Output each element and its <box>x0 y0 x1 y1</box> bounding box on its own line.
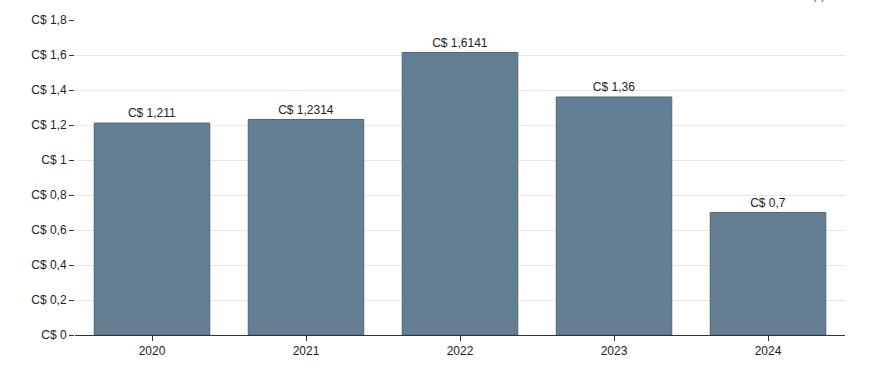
svg-text:2021: 2021 <box>293 344 320 358</box>
svg-text:C$ 0,7: C$ 0,7 <box>750 196 786 210</box>
svg-text:C$ 0,4: C$ 0,4 <box>31 258 67 272</box>
svg-text:C$ 1,36: C$ 1,36 <box>593 80 635 94</box>
svg-text:C$ 1,8: C$ 1,8 <box>31 13 67 27</box>
svg-text:2023: 2023 <box>601 344 628 358</box>
svg-text:C$ 1,211: C$ 1,211 <box>128 106 176 120</box>
svg-text:C$ 1,6: C$ 1,6 <box>31 48 67 62</box>
svg-text:C$ 1: C$ 1 <box>41 153 67 167</box>
svg-text:2024: 2024 <box>755 344 782 358</box>
svg-text:C$ 0: C$ 0 <box>41 328 67 342</box>
svg-text:C$ 1,4: C$ 1,4 <box>31 83 67 97</box>
svg-text:2020: 2020 <box>139 344 166 358</box>
svg-text:C$ 1,2: C$ 1,2 <box>31 118 67 132</box>
svg-text:C$ 0,8: C$ 0,8 <box>31 188 67 202</box>
svg-text:C$ 1,6141: C$ 1,6141 <box>432 36 488 50</box>
svg-text:C$ 0,6: C$ 0,6 <box>31 223 67 237</box>
svg-text:(c) Trivano.com: (c) Trivano.com <box>813 0 882 2</box>
svg-text:2022: 2022 <box>447 344 474 358</box>
svg-text:C$ 1,2314: C$ 1,2314 <box>278 103 334 117</box>
svg-text:C$ 0,2: C$ 0,2 <box>31 293 67 307</box>
